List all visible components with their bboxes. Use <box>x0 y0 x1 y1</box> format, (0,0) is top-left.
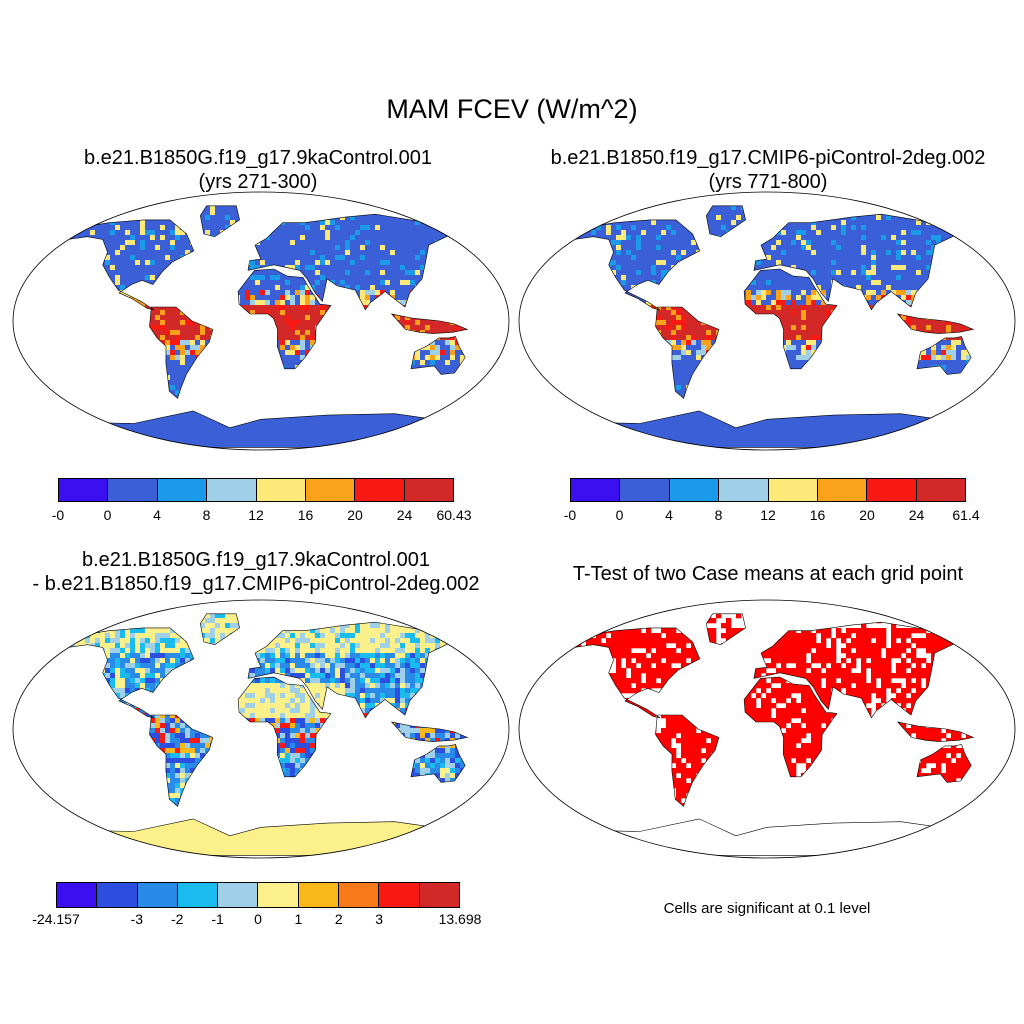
cb1-tick-label: 12 <box>248 507 264 523</box>
cb2-tick-label: 16 <box>809 507 826 523</box>
colorbar-case1 <box>58 478 454 502</box>
panel3-title-line1: b.e21.B1850G.f19_g17.9kaControl.001 <box>81 549 431 571</box>
figure-title: MAM FCEV (W/m^2) <box>386 94 638 124</box>
cb3-swatch-7 <box>339 883 380 907</box>
cb2-swatch-3 <box>719 479 769 501</box>
colorbar-case1-labels: -0 0 4 8 12 16 20 24 60.43 <box>52 507 472 525</box>
panel2-title-line1: b.e21.B1850.f19_g17.CMIP6-piControl-2deg… <box>550 147 986 169</box>
cb2-tick-label: 8 <box>714 507 723 523</box>
cb3-swatch-1 <box>97 883 138 907</box>
coastlines <box>67 613 469 856</box>
map-panel-case2 <box>518 191 1016 451</box>
cb1-swatch-2 <box>157 479 208 501</box>
cb1-swatch-0 <box>59 479 109 501</box>
cb1-tick-label: 0 <box>103 507 112 523</box>
cb1-tick-label: 20 <box>347 507 363 523</box>
globe-outline <box>518 191 1016 451</box>
panel4-title: T-Test of two Case means at each grid po… <box>510 562 1024 586</box>
panel2-title-line2: (yrs 771-800) <box>708 171 828 193</box>
cb2-tick-label: -0 <box>563 507 577 523</box>
cb3-tick-label: 13.698 <box>438 911 482 927</box>
cb1-tick-label: 16 <box>297 507 314 523</box>
cb2-swatch-2 <box>669 479 720 501</box>
cb2-tick-label: 4 <box>665 507 673 523</box>
cb3-tick-label: -2 <box>170 911 184 927</box>
cb3-tick-label: 0 <box>254 911 262 927</box>
cb2-tick-label: 24 <box>908 507 925 523</box>
cb2-tick-label: 20 <box>859 507 875 523</box>
cb3-tick-label: -3 <box>130 911 144 927</box>
cb3-swatch-3 <box>177 883 219 907</box>
cb3-swatch-8 <box>379 883 420 907</box>
globe-outline <box>12 599 510 859</box>
cb3-tick-label: 3 <box>375 911 384 927</box>
cb2-tick-label: 0 <box>615 507 624 523</box>
cb2-tick-label: 61.4 <box>952 507 980 523</box>
cb1-swatch-5 <box>305 479 356 501</box>
cb1-swatch-7 <box>404 479 453 501</box>
panel1-title-line2: (yrs 271-300) <box>198 171 318 193</box>
globe-outline <box>518 599 1016 859</box>
panel3-title: b.e21.B1850G.f19_g17.9kaControl.001 - b.… <box>0 548 516 596</box>
cb3-swatch-5 <box>258 883 299 907</box>
cb1-tick-label: 60.43 <box>436 507 472 523</box>
colorbar-difference <box>56 882 460 908</box>
colorbar-case2 <box>570 478 966 502</box>
map-panel-ttest <box>518 599 1016 859</box>
panel3-title-line2: - b.e21.B1850.f19_g17.CMIP6-piControl-2d… <box>32 573 480 595</box>
cb1-swatch-4 <box>256 479 306 501</box>
panel4-title-line1: T-Test of two Case means at each grid po… <box>572 563 964 585</box>
cb3-swatch-4 <box>218 883 259 907</box>
cb3-swatch-6 <box>298 883 340 907</box>
cb2-swatch-4 <box>768 479 818 501</box>
cb3-tick-label: 1 <box>294 911 303 927</box>
panel1-title-line1: b.e21.B1850G.f19_g17.9kaControl.001 <box>83 147 433 169</box>
cb2-swatch-0 <box>571 479 621 501</box>
cb1-swatch-1 <box>108 479 158 501</box>
cb3-swatch-9 <box>419 883 459 907</box>
panel2-title: b.e21.B1850.f19_g17.CMIP6-piControl-2deg… <box>510 146 1024 194</box>
significance-note: Cells are significant at 0.1 level <box>663 900 871 917</box>
map-panel-difference <box>12 599 510 859</box>
cb2-swatch-5 <box>817 479 868 501</box>
cb1-tick-label: -0 <box>51 507 65 523</box>
map-panel-case1 <box>12 191 510 451</box>
cb2-swatch-7 <box>916 479 965 501</box>
colorbar-difference-labels: -24.157 -3 -2 -1 0 1 2 3 13.698 <box>32 911 481 929</box>
cb1-swatch-3 <box>207 479 257 501</box>
cb2-tick-label: 12 <box>760 507 776 523</box>
cb3-tick-label: -24.157 <box>32 911 80 927</box>
cb3-tick-label: 2 <box>334 911 343 927</box>
cb1-tick-label: 4 <box>153 507 161 523</box>
cb1-tick-label: 24 <box>396 507 413 523</box>
panel1-title: b.e21.B1850G.f19_g17.9kaControl.001 (yrs… <box>0 146 516 194</box>
cb1-swatch-6 <box>355 479 405 501</box>
cb3-swatch-2 <box>137 883 178 907</box>
cb2-swatch-1 <box>620 479 670 501</box>
colorbar-case2-labels: -0 0 4 8 12 16 20 24 61.4 <box>564 507 980 525</box>
land-cells <box>573 613 974 819</box>
cb1-tick-label: 8 <box>202 507 211 523</box>
cb3-tick-label: -1 <box>211 911 224 927</box>
cb2-swatch-6 <box>867 479 917 501</box>
globe-outline <box>12 191 510 451</box>
cb3-swatch-0 <box>57 883 98 907</box>
